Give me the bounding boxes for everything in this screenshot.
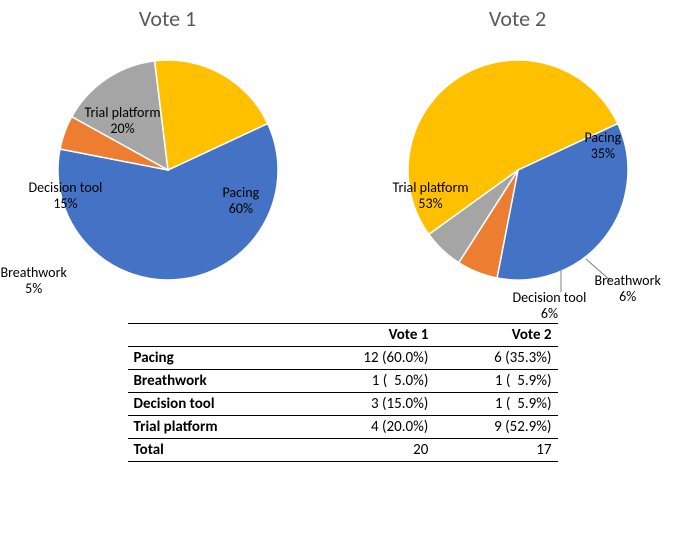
pie-label: Breathwork5% — [1, 265, 67, 297]
row-v1: 12 (60.0%) — [298, 347, 435, 370]
table-row: Trial platform4 (20.0%)9 (52.9%) — [128, 416, 558, 439]
row-label: Decision tool — [128, 393, 298, 416]
row-v2: 1 ( 5.9%) — [434, 370, 557, 393]
chart2-column: Vote 2 Pacing35%Breathwork6%Decision too… — [363, 5, 673, 315]
row-v1: 4 (20.0%) — [298, 416, 435, 439]
pie-label: Breathwork6% — [595, 273, 661, 305]
table-col0 — [128, 324, 298, 347]
pie-label: Trial platform20% — [85, 105, 161, 137]
row-v1: 1 ( 5.0%) — [298, 370, 435, 393]
total-label: Total — [128, 439, 298, 462]
charts-row: Vote 1 Pacing60%Breathwork5%Decision too… — [0, 0, 685, 315]
row-label: Breathwork — [128, 370, 298, 393]
pie-label: Decision tool15% — [29, 180, 103, 212]
data-table-wrap: Vote 1 Vote 2 Pacing12 (60.0%)6 (35.3%)B… — [128, 323, 558, 462]
chart1-column: Vote 1 Pacing60%Breathwork5%Decision too… — [13, 5, 323, 315]
row-v2: 9 (52.9%) — [434, 416, 557, 439]
row-v2: 6 (35.3%) — [434, 347, 557, 370]
table-header-row: Vote 1 Vote 2 — [128, 324, 558, 347]
pie-label: Trial platform53% — [393, 180, 469, 212]
pie-label: Decision tool6% — [513, 290, 587, 322]
row-label: Pacing — [128, 347, 298, 370]
chart2-title: Vote 2 — [363, 5, 673, 32]
row-v1: 3 (15.0%) — [298, 393, 435, 416]
table-total-row: Total2017 — [128, 439, 558, 462]
pie-label: Pacing60% — [223, 185, 260, 217]
table-row: Breathwork1 ( 5.0%)1 ( 5.9%) — [128, 370, 558, 393]
chart2-pie: Pacing35%Breathwork6%Decision tool6%Tria… — [363, 40, 673, 315]
data-table: Vote 1 Vote 2 Pacing12 (60.0%)6 (35.3%)B… — [128, 323, 558, 462]
total-v1: 20 — [298, 439, 435, 462]
figure-root: Vote 1 Pacing60%Breathwork5%Decision too… — [0, 0, 685, 545]
chart1-pie: Pacing60%Breathwork5%Decision tool15%Tri… — [13, 40, 323, 315]
table-row: Decision tool3 (15.0%)1 ( 5.9%) — [128, 393, 558, 416]
table-row: Pacing12 (60.0%)6 (35.3%) — [128, 347, 558, 370]
table-col1: Vote 1 — [298, 324, 435, 347]
chart1-title: Vote 1 — [13, 5, 323, 32]
table-col2: Vote 2 — [434, 324, 557, 347]
pie-label: Pacing35% — [585, 130, 622, 162]
row-v2: 1 ( 5.9%) — [434, 393, 557, 416]
total-v2: 17 — [434, 439, 557, 462]
row-label: Trial platform — [128, 416, 298, 439]
